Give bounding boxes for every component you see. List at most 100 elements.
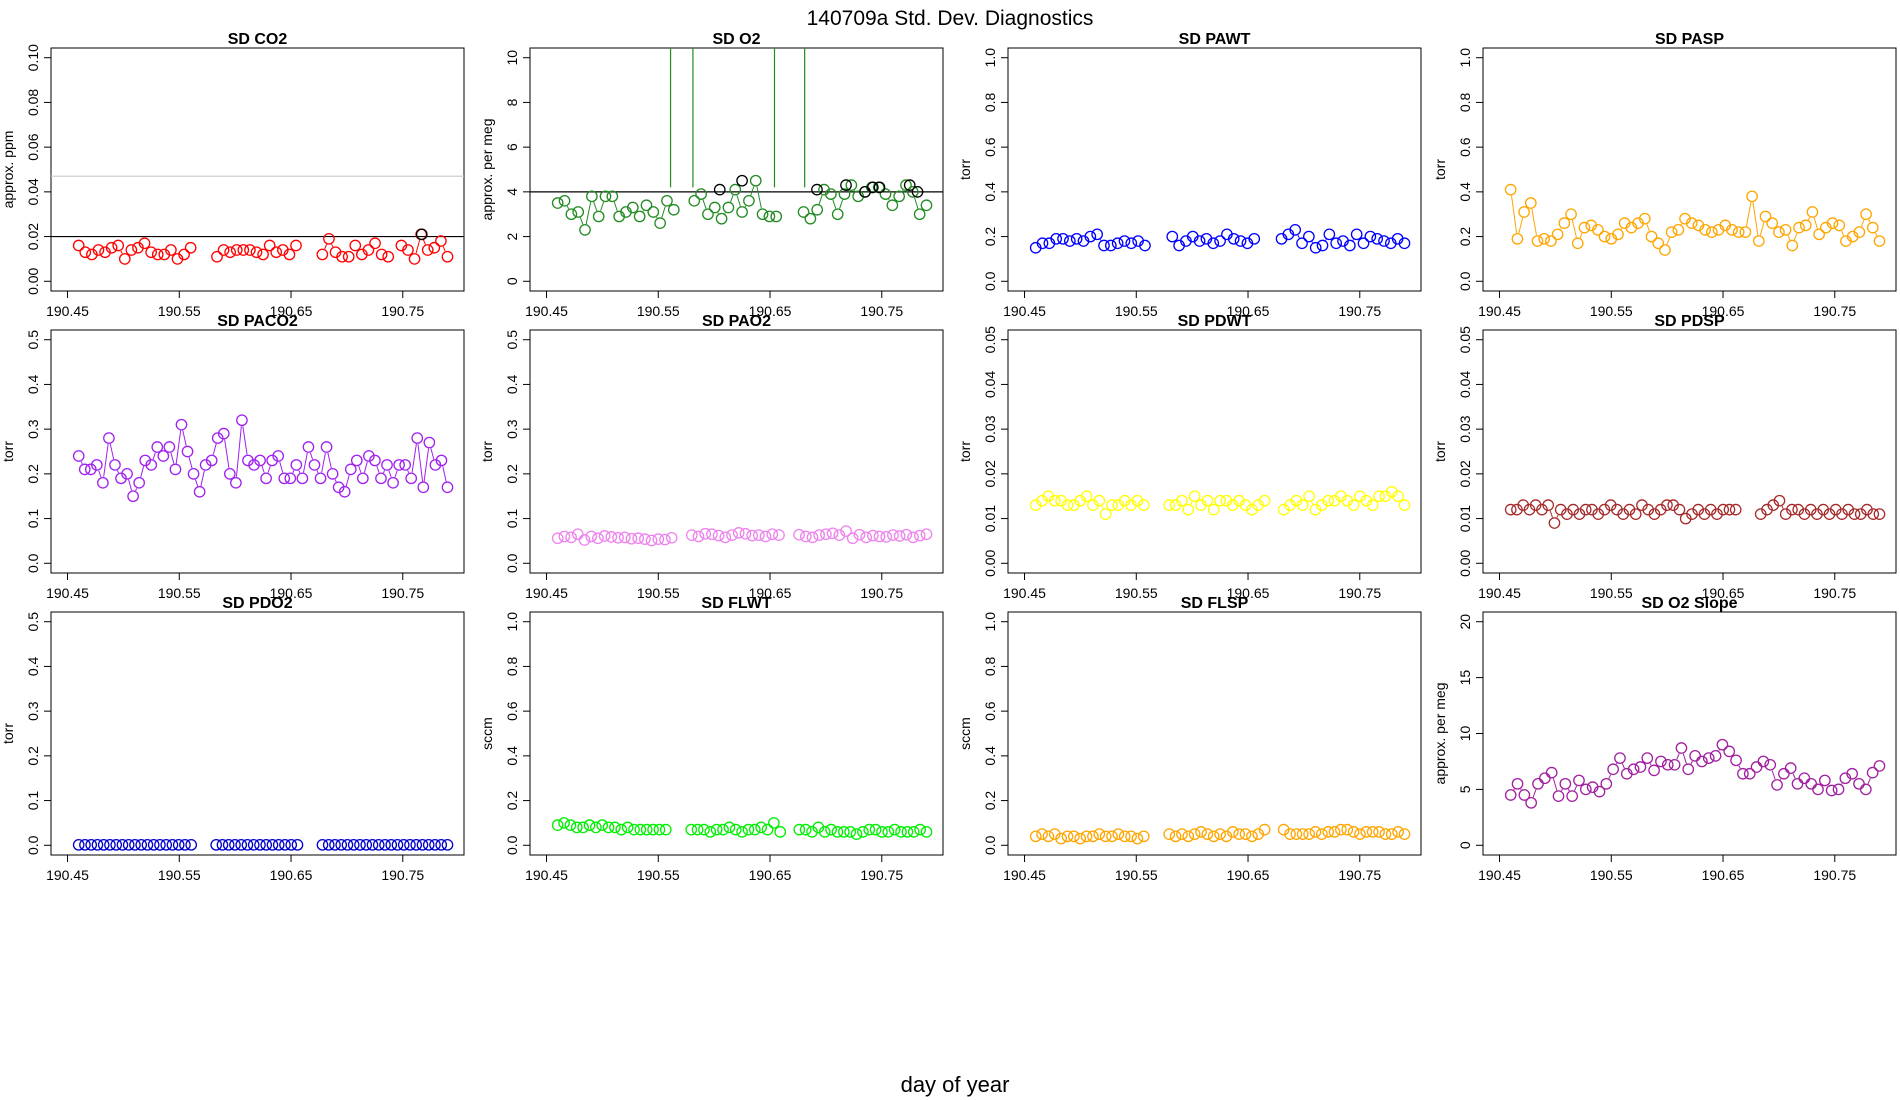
data-point: [661, 194, 673, 207]
highlight-point: [840, 179, 852, 191]
plot-area: [1029, 224, 1411, 254]
data-point: [217, 427, 230, 440]
panel-8: SD PDO2 torr 190.45 190.55 190.65 190.75 0.0 0.…: [0, 595, 465, 883]
data-point: [97, 838, 110, 851]
data-point: [1328, 826, 1341, 838]
data-point: [1655, 755, 1667, 768]
data-point: [1246, 830, 1258, 843]
data-point: [647, 206, 660, 218]
series-line: [200, 470, 205, 486]
data-point: [748, 823, 761, 836]
series-line: [1099, 239, 1102, 241]
data-point: [833, 529, 846, 541]
y-axis-label: torr: [479, 441, 495, 462]
data-point: [1048, 494, 1061, 507]
series-line: [593, 201, 598, 211]
data-point: [402, 244, 414, 256]
data-point: [350, 454, 363, 467]
y-tick-label: 0.3: [25, 419, 41, 439]
series-line: [309, 452, 314, 460]
data-point: [1559, 777, 1572, 790]
series-line: [1649, 763, 1652, 766]
data-point: [338, 485, 351, 498]
series-line: [316, 470, 319, 474]
data-point: [804, 212, 817, 225]
data-point: [850, 828, 863, 840]
data-point: [1385, 828, 1398, 840]
data-point: [654, 217, 666, 230]
y-axis-label: torr: [957, 159, 973, 180]
panel-title: SD PAWT: [1179, 31, 1251, 48]
series-line: [1875, 232, 1878, 236]
y-axis-label: approx. per meg: [479, 119, 495, 221]
data-point: [652, 533, 665, 545]
panel-7: SD PDSP torr 190.45 190.55 190.65 190.75 0.00 0…: [1432, 313, 1897, 601]
data-point: [596, 819, 609, 832]
data-point: [846, 532, 859, 545]
data-point: [820, 528, 832, 541]
data-point: [1771, 779, 1783, 791]
y-tick-label: 0.5: [25, 330, 41, 350]
data-point: [363, 450, 375, 462]
data-point: [375, 248, 388, 261]
data-point: [893, 530, 906, 542]
data-point: [175, 418, 188, 431]
data-point: [739, 527, 752, 540]
data-point: [1169, 830, 1182, 843]
series-line: [423, 448, 430, 482]
y-tick-label: 0.08: [25, 89, 41, 116]
data-point: [766, 528, 779, 541]
series-line: [1352, 239, 1354, 241]
data-point: [84, 463, 97, 476]
data-point: [257, 248, 269, 261]
data-point: [1214, 235, 1226, 247]
data-point: [1188, 828, 1201, 840]
series-line: [702, 199, 707, 209]
data-point: [349, 239, 362, 252]
series-line: [1759, 222, 1765, 236]
data-point: [773, 529, 785, 541]
data-point: [1729, 503, 1742, 516]
data-point: [103, 432, 115, 444]
data-point: [1166, 230, 1179, 243]
highlight-point: [911, 186, 924, 198]
y-tick-label: 0.8: [982, 656, 998, 676]
series-line: [1311, 501, 1314, 505]
data-point: [163, 441, 176, 453]
data-point: [1207, 830, 1220, 843]
data-point: [1091, 228, 1104, 241]
data-point: [347, 838, 360, 851]
data-point: [217, 244, 230, 256]
data-point: [1598, 230, 1611, 243]
data-point: [385, 838, 398, 851]
data-point: [1366, 826, 1379, 838]
data-point: [1866, 221, 1879, 234]
panel-title: SD PDWT: [1178, 313, 1252, 330]
data-point: [116, 838, 129, 851]
data-point: [335, 838, 348, 851]
data-point: [797, 206, 810, 218]
y-tick-label: 0.03: [1457, 415, 1473, 442]
data-point: [1752, 235, 1765, 247]
data-point: [1504, 503, 1517, 516]
data-point: [1373, 490, 1385, 503]
data-point: [1373, 826, 1385, 838]
x-tick-label: 190.55: [158, 585, 201, 601]
series-line: [376, 465, 380, 473]
series-line: [717, 212, 719, 214]
highlight-point: [903, 179, 916, 191]
data-point: [770, 210, 783, 223]
data-point: [1873, 760, 1886, 772]
data-point: [1163, 499, 1176, 512]
x-tick-label: 190.75: [1338, 303, 1381, 319]
data-point: [1125, 830, 1137, 843]
data-point: [1029, 830, 1042, 843]
data-point: [127, 490, 139, 503]
data-point: [1848, 508, 1861, 520]
figure-title: 140709a Std. Dev. Diagnostics: [807, 7, 1094, 30]
data-point: [1675, 742, 1688, 754]
data-point: [85, 838, 98, 851]
data-point: [405, 472, 418, 485]
data-point: [141, 838, 154, 851]
x-tick-label: 190.55: [1590, 585, 1633, 601]
